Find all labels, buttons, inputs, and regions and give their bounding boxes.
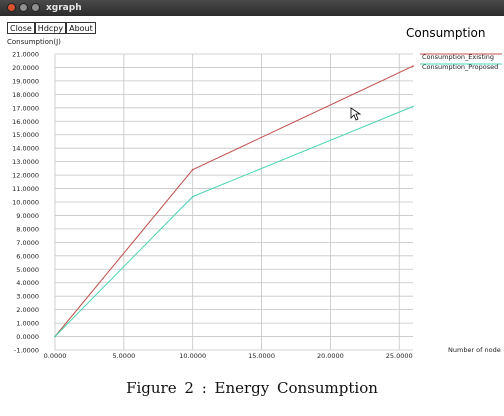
y-tick-label: 4.0000 xyxy=(16,279,39,287)
series-line-1 xyxy=(54,106,414,337)
series-0-point xyxy=(191,168,194,171)
x-tick-label: 20.0000 xyxy=(317,352,344,360)
legend-label-1: Consumption_Proposed xyxy=(422,63,498,71)
y-tick-label: 20.0000 xyxy=(12,64,39,72)
x-axis-label: Number of node xyxy=(448,346,501,354)
y-tick-label: 9.0000 xyxy=(16,212,39,220)
y-tick-label: 19.0000 xyxy=(12,77,39,85)
x-tick-label: 25.0000 xyxy=(386,352,413,360)
window-maximize-icon[interactable] xyxy=(31,3,40,12)
y-tick-label: 12.0000 xyxy=(12,172,39,180)
y-tick-label: 6.0000 xyxy=(16,252,39,260)
y-tick-label: 13.0000 xyxy=(12,158,39,166)
y-axis-label: Consumption(J) xyxy=(7,38,61,46)
window-minimize-icon[interactable] xyxy=(19,3,28,12)
about-button[interactable]: About xyxy=(66,22,96,34)
series-1-point xyxy=(54,335,56,338)
figure-caption: Figure 2 : Energy Consumption xyxy=(126,379,378,397)
x-tick-label: 5.0000 xyxy=(112,352,135,360)
series-1-point xyxy=(191,195,194,198)
mouse-cursor-icon xyxy=(350,107,362,121)
y-tick-label: -1.0000 xyxy=(14,347,39,355)
x-tick-label: 15.0000 xyxy=(248,352,275,360)
y-tick-label: 2.0000 xyxy=(16,306,39,314)
y-tick-label: 18.0000 xyxy=(12,91,39,99)
y-tick-label: 1.0000 xyxy=(16,320,39,328)
y-tick-label: 7.0000 xyxy=(16,239,39,247)
legend-label-0: Consumption_Existing xyxy=(422,53,494,61)
x-tick-label: 0.0000 xyxy=(44,352,67,360)
toolbar: Close Hdcpy About xyxy=(7,22,96,41)
y-tick-label: 17.0000 xyxy=(12,104,39,112)
y-tick-label: 3.0000 xyxy=(16,293,39,301)
hardcopy-button[interactable]: Hdcpy xyxy=(34,22,67,34)
y-tick-label: 16.0000 xyxy=(12,118,39,126)
y-tick-label: 10.0000 xyxy=(12,199,39,207)
x-tick-label: 10.0000 xyxy=(179,352,206,360)
y-tick-label: 5.0000 xyxy=(16,266,39,274)
y-tick-label: 15.0000 xyxy=(12,131,39,139)
window-title: xgraph xyxy=(46,3,82,13)
y-tick-label: 0.0000 xyxy=(16,333,39,341)
window-close-icon[interactable] xyxy=(7,3,16,12)
y-tick-label: 21.0000 xyxy=(12,51,39,59)
close-button[interactable]: Close xyxy=(7,22,35,34)
chart-canvas: -1.0000 0.0000 1.0000 2.0000 3.0000 4.0000 5.0… xyxy=(7,38,502,360)
y-tick-label: 14.0000 xyxy=(12,145,39,153)
y-tick-label: 8.0000 xyxy=(16,225,39,233)
y-tick-label: 11.0000 xyxy=(12,185,39,193)
chart-title: Consumption xyxy=(406,26,486,40)
series-0-point xyxy=(412,65,414,67)
series-1-point xyxy=(412,105,414,108)
window-titlebar: xgraph xyxy=(0,0,504,16)
xgraph-window: xgraph Close Hdcpy About Consumption xyxy=(0,0,504,41)
